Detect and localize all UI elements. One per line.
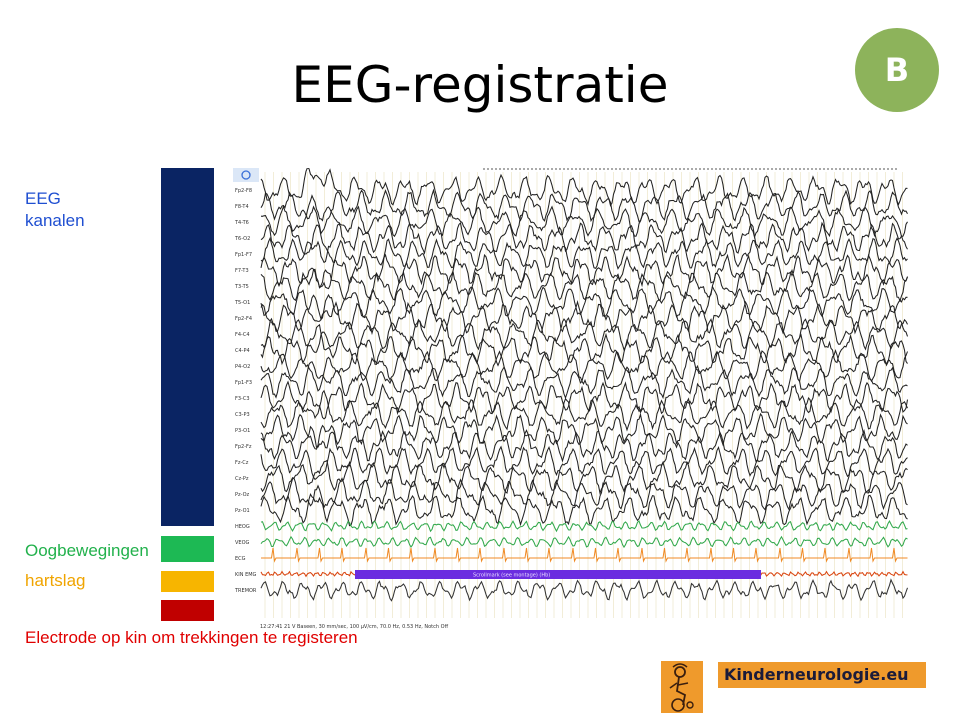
legend-eeg-label: EEG kanalen: [25, 188, 85, 232]
trace-t4-t6: [260, 194, 908, 239]
trace-f3-c3: [260, 380, 908, 420]
section-badge: B: [855, 28, 939, 112]
eeg-settings-icon: [241, 170, 251, 180]
trace-f8-t4: [260, 188, 908, 235]
channel-label: ECG: [235, 556, 246, 562]
legend-eeg-line1: EEG: [25, 189, 61, 208]
channel-label: C4-P4: [235, 348, 250, 354]
trace-fp2-fz: [260, 425, 908, 463]
eeg-traces: [260, 168, 908, 602]
trace-fp2-f8: [260, 168, 908, 207]
trace-t6-o2: [260, 221, 908, 264]
marker-text: Scrollmark (see montage) (Hb): [473, 573, 550, 579]
trace-tremor: [260, 578, 908, 602]
eeg-recording-panel: Fp2-F8 F8-T4 T4-T6 T6-O2 Fp1-F7 F7-T3 T3-T5 T5-…: [233, 168, 908, 632]
channel-label: C3-P3: [235, 412, 250, 418]
trace-fz-cz: [260, 445, 908, 481]
channel-label: T6-O2: [234, 236, 250, 242]
trace-c4-p4: [260, 323, 908, 367]
channel-label: P4-O2: [235, 364, 250, 370]
trace-ecg: [261, 547, 908, 563]
trace-f7-t3: [260, 253, 908, 290]
channel-label: P3-O1: [235, 428, 250, 434]
trace-heog: [260, 520, 908, 533]
trace-cz-pz: [260, 459, 908, 496]
slide-title: EEG-registratie: [291, 56, 669, 114]
chin-electrode-bar: [161, 600, 214, 621]
channel-label: Fp2-F4: [235, 316, 252, 322]
channel-label: Pz-O1: [235, 508, 250, 514]
legend-eeg-line2: kanalen: [25, 211, 85, 230]
trace-p4-o2: [260, 348, 908, 392]
channel-label: F8-T4: [235, 204, 249, 210]
channel-label: HEOG: [235, 524, 250, 530]
channel-label: Pz-Oz: [235, 492, 250, 498]
heart-rate-bar: [161, 571, 214, 592]
channel-label: Fp1-F7: [235, 252, 252, 258]
trace-c3-p3: [260, 389, 908, 432]
channel-label: TREMOR: [234, 588, 257, 594]
legend-heart-label: hartslag: [25, 571, 86, 590]
eeg-channels-bar: [161, 168, 214, 526]
scroll-marker: Scrollmark (see montage) (Hb): [355, 570, 761, 579]
brand-name[interactable]: Kinderneurologie.eu: [718, 662, 926, 688]
channel-label: VEOG: [235, 540, 250, 546]
channel-label: T4-T6: [234, 220, 249, 226]
kinderneurologie-logo: [661, 661, 703, 713]
legend-chin-label: Electrode op kin om trekkingen te regist…: [25, 628, 358, 647]
channel-label: T3-T5: [234, 284, 249, 290]
channel-label: Fp2-F8: [235, 188, 252, 194]
trace-fp1-f7: [260, 224, 908, 270]
eye-movement-bar: [161, 536, 214, 562]
channel-label: F4-C4: [235, 332, 250, 338]
trace-fp2-f4: [260, 294, 908, 336]
channel-label: T5-O1: [234, 300, 250, 306]
eeg-channel-labels: Fp2-F8 F8-T4 T4-T6 T6-O2 Fp1-F7 F7-T3 T3-T5 T5-…: [234, 188, 257, 594]
channel-label: F7-T3: [235, 268, 249, 274]
trace-t3-t5: [260, 267, 908, 303]
channel-label: Cz-Pz: [235, 476, 249, 482]
channel-label: KIN EMG: [235, 572, 257, 578]
channel-label: Fp2-Fz: [235, 444, 252, 450]
channel-label: Fz-Cz: [235, 460, 249, 466]
trace-fp1-f3: [260, 361, 908, 400]
legend-eye-label: Oogbewegingen: [25, 541, 149, 560]
eeg-status-line: 12:27:41 21 V Baseen, 30 mm/sec, 100 µV/…: [260, 624, 449, 630]
trace-pz-oz: [260, 477, 908, 511]
trace-pz-o1: [260, 492, 908, 527]
trace-veog: [260, 535, 908, 549]
trace-p3-o1: [260, 412, 908, 450]
eeg-toolbar-button[interactable]: [233, 168, 259, 182]
channel-label: Fp1-F3: [235, 380, 252, 386]
channel-label: F3-C3: [235, 396, 250, 402]
trace-t5-o1: [260, 285, 908, 322]
